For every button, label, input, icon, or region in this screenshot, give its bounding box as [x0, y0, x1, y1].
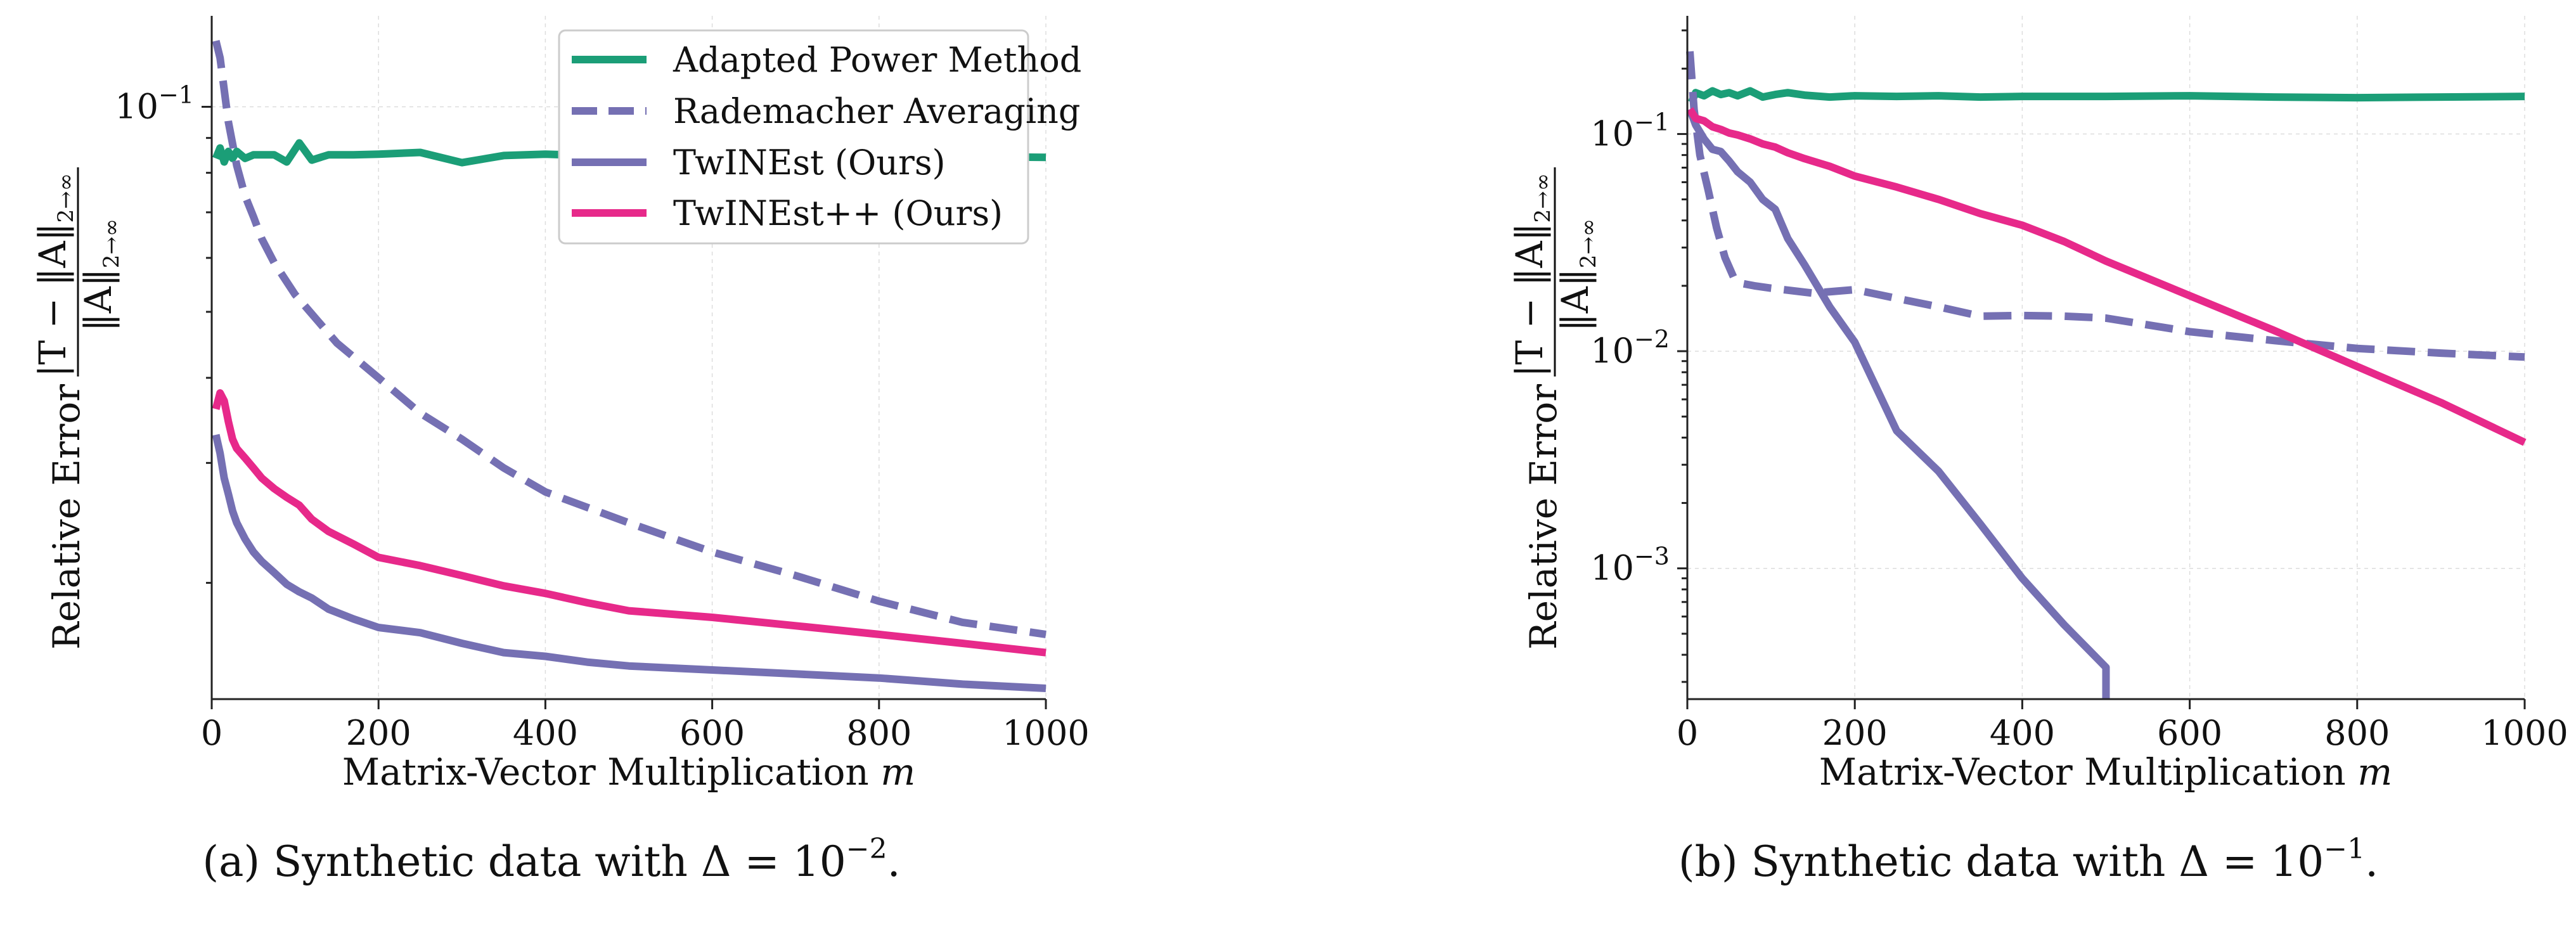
panel-b-x-tick-label: 800: [2324, 713, 2390, 753]
panel-a-x-tick-label: 200: [346, 713, 411, 753]
panel-b-grid: [1687, 16, 2525, 699]
legend-label-adapted: Adapted Power Method: [673, 40, 1081, 80]
panel-b-y-label: Relative Error |T − ‖A‖2→∞ ‖A‖2→∞: [1508, 167, 1601, 650]
panel-b-series-twinest: [1686, 108, 2110, 699]
panel-b-x-tick-label: 1000: [2481, 713, 2568, 753]
legend-label-rademacher: Rademacher Averaging: [673, 91, 1080, 131]
panel-a-x-tick-label: 600: [679, 713, 745, 753]
panel-b-series-twinestpp: [1686, 107, 2527, 446]
legend-label-twinest: TwINEst (Ours): [673, 143, 946, 183]
panel-a-y-ticks: 10−1: [115, 80, 212, 584]
panel-b-x-tick-label: 400: [1990, 713, 2055, 753]
panel-b-y-tick-label: 10−3: [1590, 543, 1670, 588]
panel-a-y-label: Relative Error |T − ‖A‖2→∞ ‖A‖2→∞: [31, 167, 124, 650]
panel-b-x-label: Matrix-Vector Multiplication m: [1819, 750, 2392, 794]
svg-text:‖A‖2→∞: ‖A‖2→∞: [77, 219, 124, 331]
panel-b-x-ticks: 0 200 400 600 800 1000: [1677, 699, 2568, 753]
svg-text:|T − ‖A‖2→∞: |T − ‖A‖2→∞: [31, 173, 79, 377]
legend-frame: [558, 29, 1029, 245]
svg-text:Relative Error: Relative Error: [45, 384, 88, 650]
panel-b-y-ticks: 10−1 10−2 10−3: [1590, 29, 1687, 683]
panel-a-x-tick-label: 1000: [1002, 713, 1089, 753]
panel-b-y-tick-label: 10−2: [1590, 325, 1670, 371]
panel-b-x-tick-label: 600: [2157, 713, 2222, 753]
panel-b-caption: (b) Synthetic data with Δ = 10−1.: [1678, 833, 2378, 886]
panel-a: 0 200 400 600 800 1000 10−1 Adapted Power Met…: [31, 16, 1090, 886]
legend: Adapted Power Method Rademacher Averagin…: [558, 29, 1081, 245]
panel-b-series-rademacher: [1686, 51, 2525, 361]
panel-b: 0 200 400 600 800 1000 10−1 10−2 10−3 Matrix-Ve…: [1508, 16, 2568, 886]
panel-a-series: [212, 39, 1046, 692]
panel-a-x-tick-label: 800: [846, 713, 911, 753]
svg-text:|T − ‖A‖2→∞: |T − ‖A‖2→∞: [1508, 173, 1555, 377]
panel-a-x-label: Matrix-Vector Multiplication m: [342, 750, 915, 794]
panel-a-x-ticks: 0 200 400 600 800 1000: [201, 699, 1090, 753]
panel-a-series-twinest: [212, 434, 1046, 692]
svg-text:Relative Error: Relative Error: [1522, 384, 1565, 650]
panel-a-series-twinestpp: [212, 389, 1046, 657]
panel-b-x-tick-label: 0: [1677, 713, 1698, 753]
panel-b-series: [1686, 51, 2527, 699]
panel-a-caption: (a) Synthetic data with Δ = 10−2.: [202, 833, 900, 886]
panel-b-x-tick-label: 200: [1822, 713, 1888, 753]
legend-label-twinestpp: TwINEst++ (Ours): [673, 193, 1003, 233]
panel-a-series-rademacher: [212, 39, 1046, 638]
svg-text:‖A‖2→∞: ‖A‖2→∞: [1554, 219, 1601, 331]
panel-a-y-tick-label: 10−1: [115, 80, 194, 126]
panel-b-y-tick-label: 10−1: [1590, 108, 1670, 153]
panel-a-x-tick-label: 400: [513, 713, 578, 753]
panel-b-series-adapted: [1688, 87, 2525, 104]
panel-a-x-tick-label: 0: [201, 713, 222, 753]
